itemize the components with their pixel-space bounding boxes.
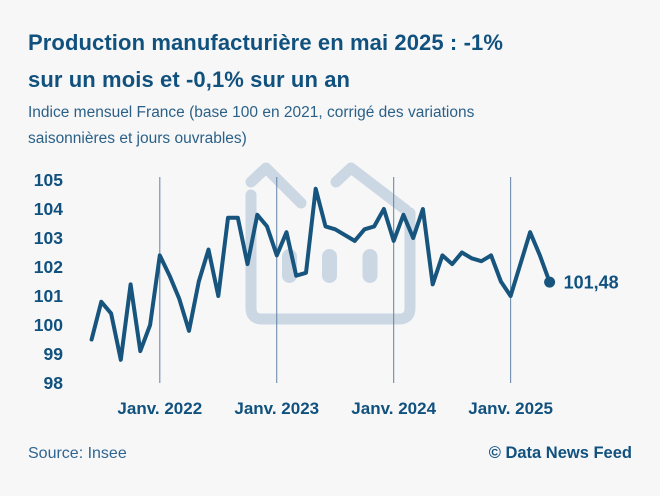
y-tick-label: 100	[34, 315, 63, 335]
factory-roof-tooth2	[330, 162, 412, 216]
y-tick-label: 102	[34, 257, 63, 277]
y-tick-label: 99	[44, 344, 64, 364]
last-point-marker	[544, 276, 556, 288]
chart-footer: Source: Insee © Data News Feed	[28, 444, 632, 463]
chart-title-line1: Production manufacturière en mai 2025 : …	[28, 30, 503, 55]
factory-window-icon	[322, 249, 337, 283]
last-value-label: 101,48	[564, 273, 619, 293]
factory-body-outline	[245, 189, 416, 325]
chart-subtitle-line1: Indice mensuel France (base 100 en 2021,…	[28, 104, 475, 121]
x-tick-label: Janv. 2023	[234, 399, 319, 418]
chart-title: Production manufacturière en mai 2025 : …	[28, 24, 643, 98]
factory-roof-tooth1	[245, 162, 307, 209]
x-tick-label: Janv. 2022	[117, 399, 202, 418]
factory-watermark-icon	[245, 162, 416, 325]
line-chart: Janv. 2022 Janv. 2023 Janv. 2024 Janv. 2025…	[34, 162, 619, 418]
y-tick-label: 101	[34, 286, 63, 306]
y-tick-label: 104	[34, 199, 63, 219]
y-tick-label: 105	[34, 170, 63, 190]
chart-subtitle-line2: saisonnières et jours ouvrables)	[28, 130, 247, 147]
chart-subtitle: Indice mensuel France (base 100 en 2021,…	[28, 100, 628, 152]
index-line	[89, 186, 552, 362]
credit-label: © Data News Feed	[488, 444, 632, 462]
y-tick-label: 98	[44, 373, 64, 393]
x-tick-label: Janv. 2025	[468, 399, 553, 418]
x-tick-label: Janv. 2024	[351, 399, 436, 418]
y-tick-label: 103	[34, 228, 63, 248]
factory-window-icon	[362, 249, 378, 283]
chart-title-line2: sur un mois et -0,1% sur un an	[28, 67, 351, 92]
source-label: Source: Insee	[28, 445, 127, 462]
